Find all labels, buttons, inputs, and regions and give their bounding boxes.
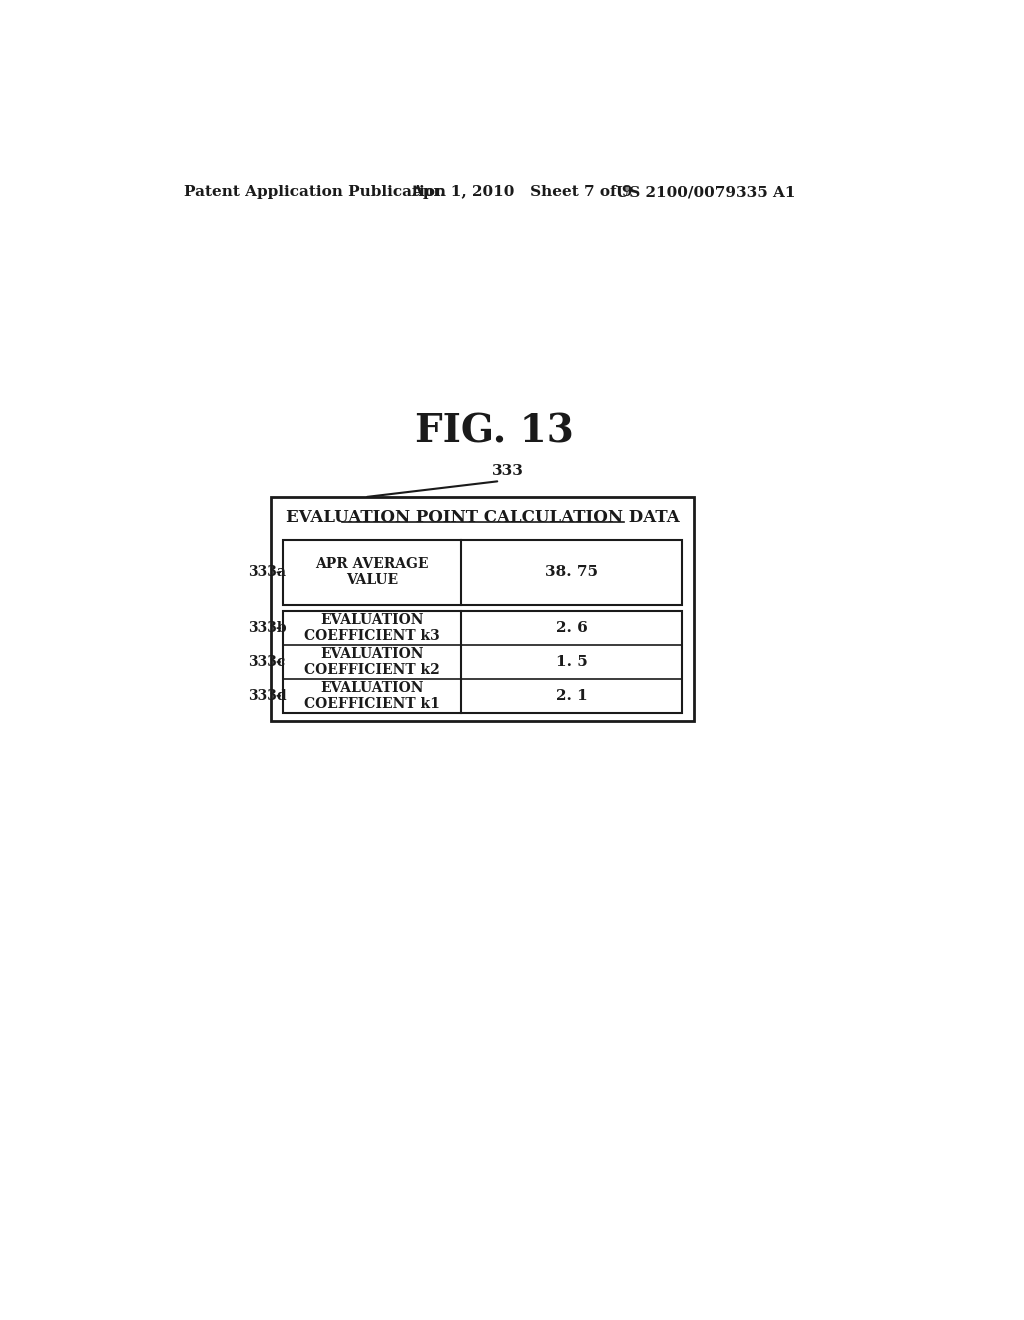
Text: EVALUATION POINT CALCULATION DATA: EVALUATION POINT CALCULATION DATA [286, 508, 680, 525]
Text: Patent Application Publication: Patent Application Publication [183, 185, 445, 199]
Text: 1. 5: 1. 5 [556, 655, 588, 669]
Text: EVALUATION
COEFFICIENT k1: EVALUATION COEFFICIENT k1 [304, 681, 440, 711]
Bar [283, 611, 682, 713]
Text: EVALUATION
COEFFICIENT k3: EVALUATION COEFFICIENT k3 [304, 612, 440, 643]
Text: FIG. 13: FIG. 13 [415, 412, 573, 450]
Text: APR AVERAGE
VALUE: APR AVERAGE VALUE [315, 557, 429, 587]
Text: 38. 75: 38. 75 [545, 565, 598, 579]
Text: 333d: 333d [248, 689, 287, 702]
Bar [271, 498, 693, 721]
Text: EVALUATION
COEFFICIENT k2: EVALUATION COEFFICIENT k2 [304, 647, 440, 677]
Text: 2. 6: 2. 6 [556, 622, 588, 635]
Text: 333c: 333c [248, 655, 286, 669]
Text: 2. 1: 2. 1 [556, 689, 588, 702]
Text: 333b: 333b [248, 622, 287, 635]
Text: Apr. 1, 2010   Sheet 7 of 9: Apr. 1, 2010 Sheet 7 of 9 [411, 185, 633, 199]
Text: 333: 333 [492, 463, 523, 478]
Bar [283, 540, 682, 605]
Text: 333a: 333a [248, 565, 286, 579]
Text: US 2100/0079335 A1: US 2100/0079335 A1 [616, 185, 796, 199]
